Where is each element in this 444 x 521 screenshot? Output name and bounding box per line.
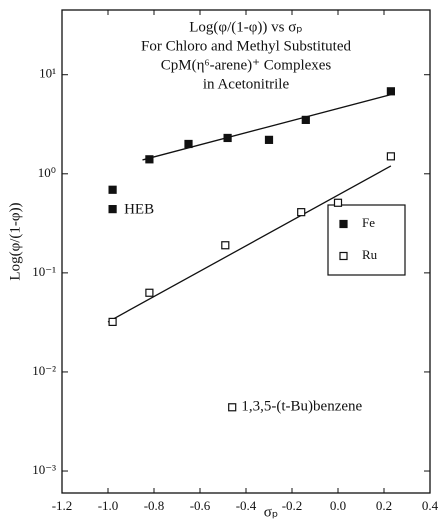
x-tick-label: -1.2 (52, 498, 73, 513)
legend-marker (339, 251, 348, 261)
y-tick-label: 10⁻² (32, 363, 56, 378)
annotation: 1,3,5-(t-Bu)benzene (241, 399, 362, 415)
x-tick-label: -0.8 (144, 498, 165, 513)
x-tick-label: 0.0 (330, 498, 346, 513)
legend-marker (339, 219, 348, 229)
point (145, 288, 154, 297)
x-tick-label: -0.2 (282, 498, 303, 513)
point (223, 133, 232, 143)
title-line: CpM(η⁶-arene)⁺ Complexes (161, 57, 332, 73)
point (386, 152, 395, 161)
x-tick-label: 0.4 (422, 498, 439, 513)
x-tick-label: 0.2 (376, 498, 392, 513)
point (108, 317, 117, 326)
point (333, 198, 343, 207)
point (184, 139, 193, 149)
x-tick-label: -0.6 (190, 498, 211, 513)
legend-label: Fe (362, 215, 375, 230)
x-tick-label: -1.0 (98, 498, 119, 513)
point (228, 403, 237, 412)
point (386, 87, 395, 96)
x-axis-label: σₚ (264, 504, 279, 520)
y-tick-label: 10¹ (39, 66, 56, 81)
fit-line (142, 93, 392, 161)
title-line: For Chloro and Methyl Substituted (141, 38, 352, 54)
point (108, 185, 117, 194)
fit-line (107, 165, 392, 323)
y-tick-label: 10⁻³ (32, 462, 56, 477)
point (264, 135, 274, 144)
legend-box (327, 204, 406, 276)
x-tick-label: -0.4 (236, 498, 257, 513)
y-tick-label: 10⁻¹ (32, 264, 56, 279)
point (108, 205, 117, 214)
y-axis-label: Log(φ/(1-φ)) (7, 202, 23, 280)
y-tick-label: 10⁰ (38, 165, 56, 180)
point (145, 155, 154, 164)
title-line: in Acetonitrile (203, 76, 290, 92)
annotation: HEB (124, 202, 154, 218)
point (297, 208, 306, 217)
point (301, 115, 310, 124)
legend-label: Ru (362, 247, 378, 262)
title-line: Log(φ/(1-φ)) vs σₚ (189, 19, 302, 35)
point (221, 241, 230, 250)
